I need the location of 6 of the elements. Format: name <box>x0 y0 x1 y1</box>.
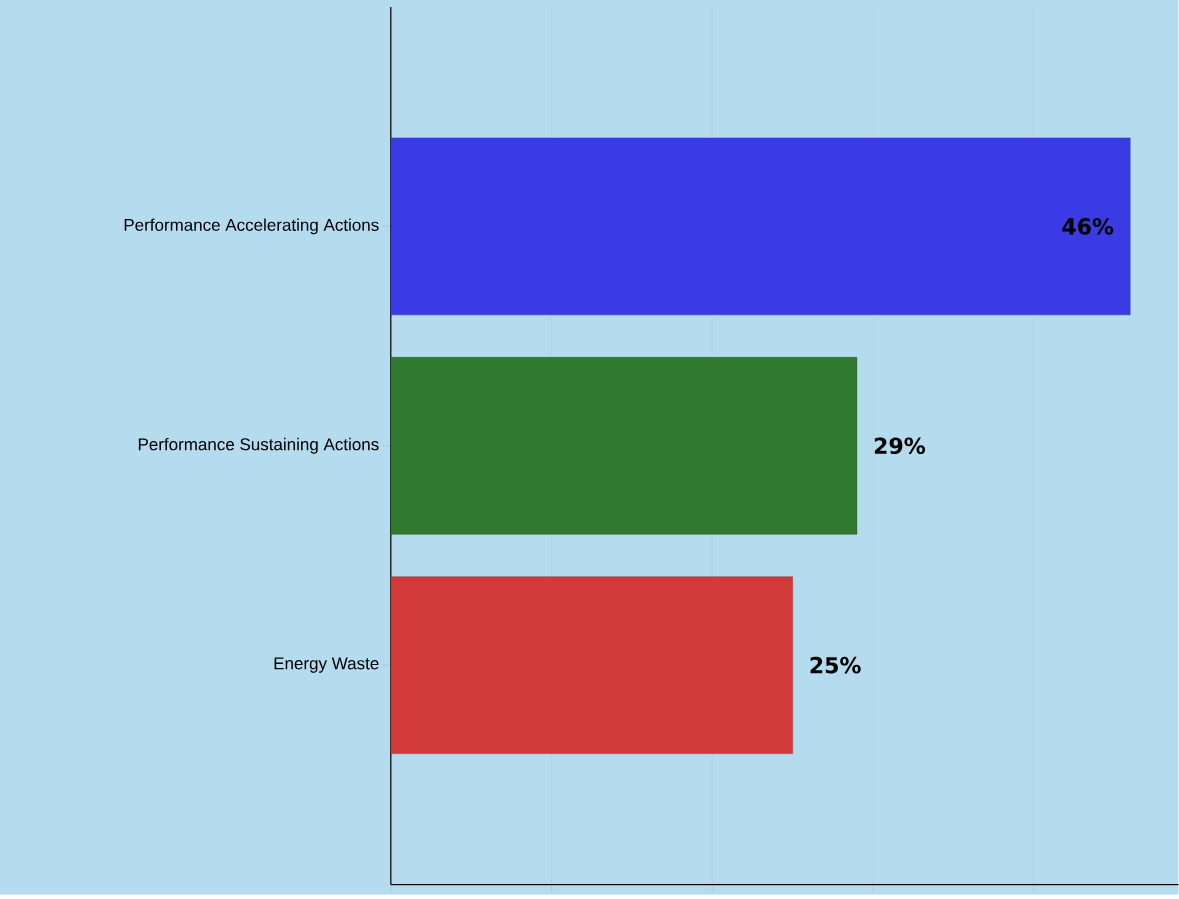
data-label: 29% <box>874 437 926 454</box>
data-label: 46% <box>1062 217 1114 235</box>
y-tick-label: Performance Accelerating Actions <box>124 218 379 235</box>
y-tick-label: Energy Waste <box>274 657 379 673</box>
y-tick-label: Performance Sustaining Actions <box>138 437 379 454</box>
data-label: 25% <box>810 656 861 674</box>
